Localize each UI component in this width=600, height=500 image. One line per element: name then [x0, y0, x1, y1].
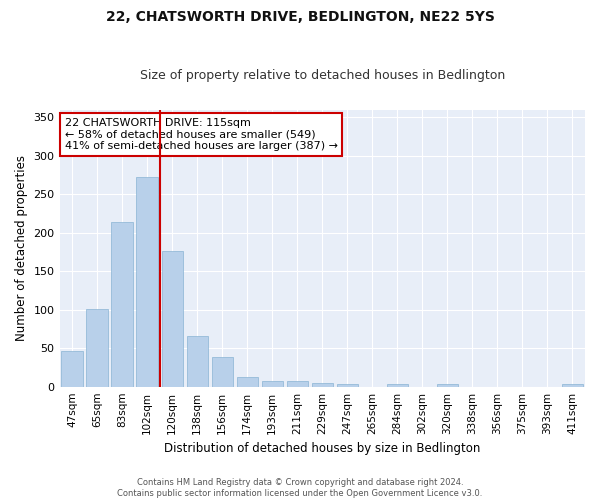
Title: Size of property relative to detached houses in Bedlington: Size of property relative to detached ho…	[140, 69, 505, 82]
Bar	[61, 350, 83, 386]
Bar	[136, 178, 158, 386]
Bar	[236, 376, 258, 386]
Bar	[187, 336, 208, 386]
Bar	[287, 382, 308, 386]
Bar	[112, 222, 133, 386]
Bar	[86, 309, 108, 386]
Bar	[337, 384, 358, 386]
Bar	[311, 383, 333, 386]
Y-axis label: Number of detached properties: Number of detached properties	[15, 155, 28, 341]
Bar	[437, 384, 458, 386]
Bar	[262, 382, 283, 386]
Bar	[212, 356, 233, 386]
Text: 22 CHATSWORTH DRIVE: 115sqm
← 58% of detached houses are smaller (549)
41% of se: 22 CHATSWORTH DRIVE: 115sqm ← 58% of det…	[65, 118, 338, 151]
Bar	[387, 384, 408, 386]
Bar	[562, 384, 583, 386]
Text: 22, CHATSWORTH DRIVE, BEDLINGTON, NE22 5YS: 22, CHATSWORTH DRIVE, BEDLINGTON, NE22 5…	[106, 10, 494, 24]
X-axis label: Distribution of detached houses by size in Bedlington: Distribution of detached houses by size …	[164, 442, 481, 455]
Bar	[161, 251, 183, 386]
Text: Contains HM Land Registry data © Crown copyright and database right 2024.
Contai: Contains HM Land Registry data © Crown c…	[118, 478, 482, 498]
